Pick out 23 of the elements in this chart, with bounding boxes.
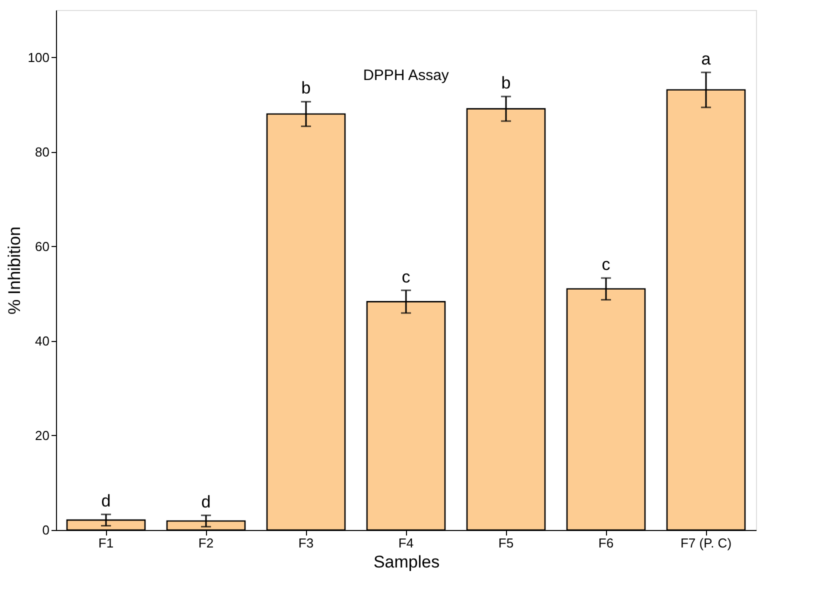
x-tick-label: F5 (498, 536, 514, 550)
y-tick-label: 100 (28, 50, 50, 65)
annotation: a (701, 49, 712, 68)
x-tick-label: F6 (598, 536, 614, 550)
y-tick-label: 40 (35, 333, 50, 348)
x-tick-label: F3 (298, 536, 314, 550)
x-tick-label: F7 (P. C) (680, 536, 732, 550)
annotation: c (602, 255, 611, 274)
annotation: d (101, 491, 111, 510)
y-axis-title: % Inhibition (4, 226, 24, 314)
annotation: b (301, 78, 311, 98)
x-tick-label: F4 (398, 536, 414, 550)
annotation: c (402, 267, 411, 286)
y-tick-label: 0 (42, 522, 50, 538)
text: DPPH Assay (363, 67, 450, 84)
x-tick-label: F2 (198, 536, 214, 550)
annotation: b (501, 74, 511, 93)
y-tick-label: 80 (35, 144, 50, 160)
x-tick-label: F1 (98, 536, 114, 550)
y-tick-label: 60 (35, 238, 50, 254)
y-tick-label: 20 (35, 428, 50, 443)
annotation: d (201, 492, 211, 512)
x-axis-title: Samples (373, 552, 440, 572)
